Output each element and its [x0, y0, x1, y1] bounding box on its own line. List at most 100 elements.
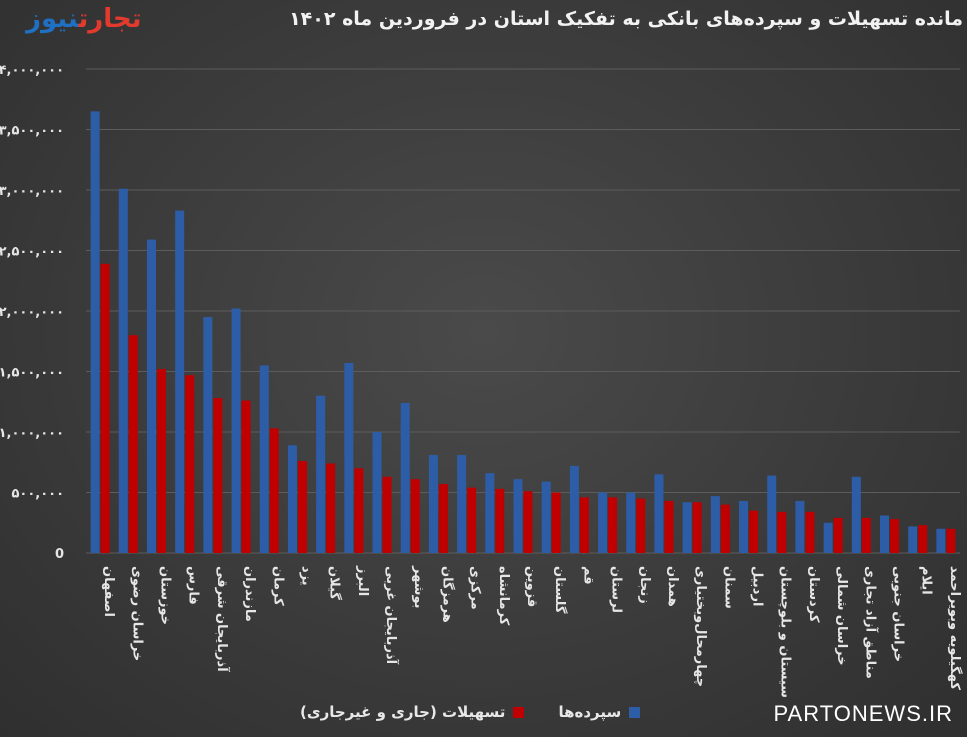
x-tick-label: اصفهان [101, 566, 116, 617]
bar-loans [185, 375, 195, 553]
bar-deposits [344, 363, 354, 553]
bar-loans [918, 525, 928, 553]
bar-deposits [372, 432, 382, 553]
bar-deposits [259, 365, 269, 553]
bar-deposits [880, 515, 890, 553]
bar-deposits [90, 111, 100, 553]
x-tick-label: کرمان [270, 566, 285, 606]
x-tick-label: قم [580, 566, 595, 585]
bar-loans [551, 492, 561, 553]
x-tick-label: کرمانشاه [496, 566, 511, 626]
x-tick-label: قزوین [524, 566, 539, 607]
x-tick-label: بوشهر [411, 565, 426, 609]
x-tick-label: اردبیل [750, 566, 765, 606]
bars [90, 111, 956, 554]
bar-loans [720, 504, 730, 553]
bar-loans [495, 488, 505, 553]
y-tick-label: ۴,۰۰۰,۰۰۰ [0, 63, 64, 78]
bar-loans [354, 468, 364, 553]
y-tick-label: ۱,۵۰۰,۰۰۰ [0, 366, 64, 381]
bar-loans [777, 511, 787, 553]
bar-loans [805, 511, 815, 553]
y-tick-label: ۵۰۰,۰۰۰ [11, 487, 64, 502]
bar-deposits [175, 210, 185, 553]
bar-deposits [767, 475, 777, 553]
bar-loans [213, 398, 223, 553]
x-tick-label: آذربایجان غربی [383, 566, 400, 665]
bar-deposits [598, 492, 608, 553]
x-tick-label: مناطق آزاد تجاری [862, 566, 879, 679]
bar-loans [241, 400, 251, 553]
x-tick-label: البرز [355, 565, 370, 596]
x-tick-label: یزد [298, 566, 313, 586]
y-tick-label: 0 [55, 547, 64, 562]
legend-swatch-loans [513, 706, 525, 718]
bar-loans [467, 487, 477, 553]
chart-title: مانده تسهیلات و سپرده‌های بانکی به تفکیک… [289, 8, 963, 30]
x-tick-label: خراسان جنوبی [891, 566, 906, 662]
legend-item-loans: تسهیلات (جاری و غیرجاری) [300, 703, 525, 721]
watermark: PARTONEWS.IR [773, 701, 953, 726]
bar-loans [269, 428, 279, 553]
bar-deposits [287, 445, 297, 553]
bar-loans [100, 263, 110, 553]
bar-loans [749, 510, 759, 553]
x-tick-label: لرستان [609, 566, 624, 613]
logo-part2: نیوز [26, 4, 79, 34]
bar-deposits [428, 454, 438, 553]
y-tick-label: ۳,۰۰۰,۰۰۰ [0, 184, 64, 199]
x-tick-label: آذربایجان شرقی [214, 566, 231, 672]
bar-deposits [739, 500, 749, 553]
x-tick-label: گلستان [552, 566, 568, 614]
x-tick-label: کردستان [806, 566, 821, 623]
bar-deposits [710, 496, 720, 553]
bar-deposits [400, 402, 410, 553]
bar-loans [861, 517, 871, 553]
bar-deposits [541, 481, 551, 553]
x-tick-label: چهارمحال‌وبختیاری [693, 566, 708, 687]
x-tick-label: خراسان شمالی [834, 566, 849, 666]
bar-loans [523, 491, 533, 553]
bar-deposits [795, 500, 805, 553]
x-tick-label: گیلان [327, 566, 343, 600]
x-tick-label: خراسان رضوی [129, 566, 144, 661]
bar-deposits [682, 502, 692, 553]
bar-loans [579, 497, 589, 553]
bar-deposits [457, 454, 467, 553]
x-tick-label: مازندران [242, 566, 257, 622]
y-tick-label: ۲,۰۰۰,۰۰۰ [0, 305, 64, 320]
x-tick-label: خوزستان [157, 566, 172, 625]
y-tick-label: ۱,۰۰۰,۰۰۰ [0, 426, 64, 441]
bar-loans [438, 484, 448, 553]
x-tick-label: زنجان [637, 566, 652, 604]
bar-deposits [851, 476, 861, 553]
y-tick-label: ۲,۵۰۰,۰۰۰ [0, 245, 64, 260]
x-tick-label: کهگیلویه وبویراحمد [947, 566, 963, 690]
x-tick-label: ایلام [919, 566, 934, 595]
bar-loans [156, 369, 166, 553]
x-tick-label: همدان [665, 566, 680, 607]
x-tick-label: سمنان [721, 566, 736, 609]
bar-deposits [936, 528, 946, 553]
bar-loans [326, 463, 336, 553]
x-axis-ticks: اصفهان خراسان رضوی خوزستان فارس آذربایجان شر… [101, 565, 963, 698]
bar-loans [382, 476, 392, 553]
bar-deposits [626, 492, 636, 553]
bar-deposits [118, 188, 128, 554]
legend: سپرده‌ها تسهیلات (جاری و غیرجاری) [300, 700, 641, 724]
bar-deposits [146, 239, 156, 554]
bar-loans [297, 461, 307, 553]
legend-label-loans: تسهیلات (جاری و غیرجاری) [300, 703, 506, 721]
bar-loans [692, 502, 702, 553]
bar-loans [664, 500, 674, 553]
bar-deposits [231, 308, 241, 553]
bar-deposits [203, 317, 213, 553]
x-tick-label: مرکزی [468, 566, 483, 610]
bar-loans [636, 498, 646, 553]
bar-loans [890, 519, 900, 553]
bar-deposits [654, 474, 664, 553]
x-tick-label: هرمزگان [439, 566, 455, 623]
brand-logo: تجارتنیوز [26, 4, 142, 34]
bar-deposits [569, 465, 579, 553]
